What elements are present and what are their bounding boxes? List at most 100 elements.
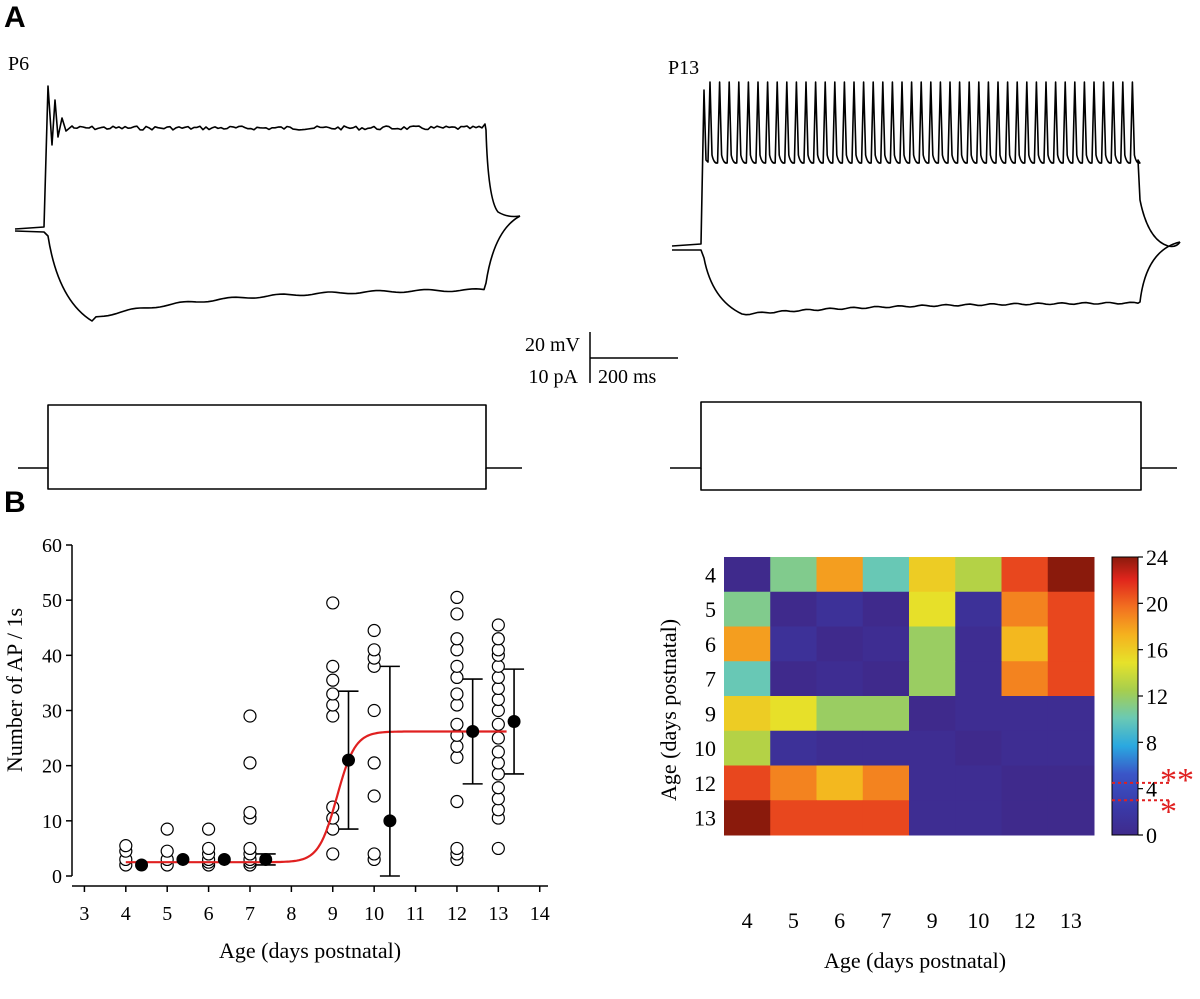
cell-point — [491, 670, 505, 685]
heatmap-cell — [816, 696, 864, 732]
scale-voltage-label: 20 mV — [525, 334, 581, 356]
colorbar-tick-label: 12 — [1146, 684, 1168, 709]
heatmap-cell — [909, 591, 956, 627]
colorbar-tick-label: 20 — [1146, 591, 1168, 616]
colorbar-tick-label: 8 — [1146, 730, 1157, 755]
cell-point — [326, 709, 340, 723]
scatter-y-axis-label: Number of AP / 1s — [2, 608, 27, 772]
heatmap-cell — [1001, 661, 1049, 697]
cell-point — [326, 847, 340, 861]
x-tick-label: 8 — [286, 903, 296, 925]
scatter-x-axis-label: Age (days postnatal) — [219, 938, 401, 963]
cell-point — [367, 703, 381, 718]
heatmap-cell — [724, 696, 771, 732]
y-tick-label: 0 — [52, 866, 62, 888]
heatmap-cell — [816, 765, 864, 801]
cell-point — [450, 687, 464, 701]
cell-point — [491, 692, 505, 707]
cell-point — [201, 822, 216, 836]
x-tick-label: 6 — [204, 903, 214, 925]
heatmap-cell — [862, 661, 910, 697]
heatmap-cell — [816, 661, 864, 697]
mean-points — [135, 665, 525, 877]
heatmap-cell — [1047, 765, 1095, 801]
p6-step-lower — [47, 468, 487, 490]
heatmap-cell — [1001, 765, 1049, 801]
heatmap-cell — [724, 591, 771, 627]
cell-point — [491, 618, 505, 632]
current-step-p6 — [18, 404, 522, 490]
trace-label-p13: P13 — [668, 57, 699, 79]
cell-point — [450, 670, 464, 685]
cell-point — [243, 805, 257, 820]
heatmap-cell — [1001, 696, 1049, 732]
heatmap-cell — [816, 730, 864, 766]
heatmap-cell — [1001, 591, 1049, 627]
significance-label: ** — [1160, 762, 1194, 799]
heatmap-cell — [909, 696, 956, 732]
heatmap-cell — [1001, 800, 1049, 836]
heatmap-cell — [955, 765, 1002, 801]
p13-step-upper — [670, 401, 1177, 469]
cell-point — [491, 659, 505, 673]
cell-point — [326, 659, 340, 673]
cell-point — [450, 659, 464, 673]
cell-point — [450, 750, 464, 764]
scale-bar: 20 mV 10 pA 200 ms — [525, 332, 678, 388]
sigmoid-fit-line — [125, 730, 507, 864]
heatmap-y-tick-label: 6 — [705, 632, 716, 657]
voltage-traces-p13 — [671, 81, 1181, 316]
panel-label-b: B — [4, 486, 26, 519]
heatmap-cell — [770, 696, 817, 732]
mean-point — [176, 852, 190, 866]
heatmap-cell — [955, 557, 1002, 593]
heatmap-y-tick-label: 4 — [705, 562, 716, 587]
heatmap-cell — [770, 730, 817, 766]
y-tick-label: 40 — [42, 645, 62, 667]
heatmap-cell — [955, 696, 1002, 732]
heatmap-cell — [909, 800, 956, 836]
p13-spiking-trace — [671, 81, 1181, 248]
cell-point — [491, 717, 505, 731]
cell-point — [450, 717, 464, 731]
y-tick-label: 10 — [42, 811, 62, 833]
cell-point — [450, 794, 464, 809]
heatmap-cell — [770, 800, 817, 836]
heatmap-cell — [770, 765, 817, 801]
x-tick-label: 9 — [328, 903, 338, 925]
cell-point — [160, 844, 174, 858]
heatmap-cell — [909, 661, 956, 697]
x-tick-label: 5 — [162, 903, 172, 925]
heatmap-cell — [862, 765, 910, 801]
significance-label: * — [1160, 793, 1177, 830]
colorbar: 0 4 8 12 16 20 24 — [1111, 545, 1168, 848]
heatmap-cell — [816, 591, 864, 627]
cell-point — [491, 781, 505, 795]
heatmap-cell — [1047, 696, 1095, 732]
heatmap-cell — [862, 626, 910, 662]
heatmap-cell — [816, 557, 864, 593]
scale-time-label: 200 ms — [598, 366, 657, 388]
heatmap-cell — [1047, 626, 1095, 662]
mean-point — [466, 724, 480, 738]
mean-point — [507, 715, 521, 729]
colorbar-tick-label: 24 — [1146, 545, 1168, 570]
x-tick-label: 14 — [530, 903, 550, 925]
cell-point — [450, 739, 464, 753]
mean-point — [135, 858, 149, 872]
cell-point — [450, 607, 464, 621]
heatmap-cell — [955, 591, 1002, 627]
heatmap-cell — [724, 730, 771, 766]
cell-point — [119, 839, 133, 853]
heatmap-cell — [1047, 591, 1095, 627]
cell-point — [450, 643, 464, 657]
heatmap-tick-labels: 4 5 6 7 9 10 12 13 4 5 6 7 9 10 12 13 — [694, 562, 1082, 933]
heatmap-x-tick-label: 5 — [788, 908, 799, 933]
heatmap-y-tick-label: 9 — [705, 701, 716, 726]
cell-point — [367, 756, 381, 770]
heatmap-x-tick-label: 6 — [834, 908, 845, 933]
cell-point — [160, 822, 174, 836]
mean-point — [217, 852, 231, 866]
heatmap-x-tick-label: 13 — [1060, 908, 1082, 933]
cell-point — [326, 698, 340, 712]
